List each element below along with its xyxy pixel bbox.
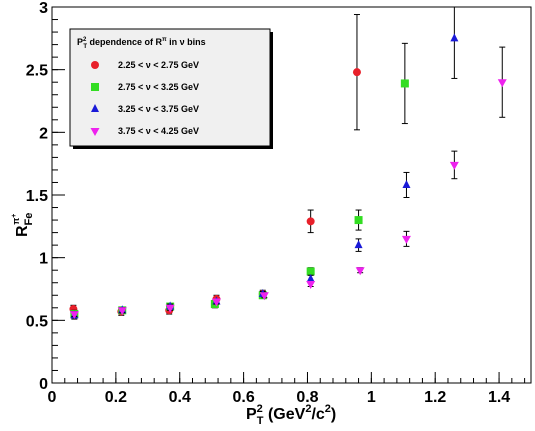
data-point [497,79,507,88]
data-point [306,217,315,226]
legend-marker [90,128,100,136]
y-axis-title: RFeπ+ [11,213,35,237]
data-point [117,307,127,316]
x-tick-label: 1 [367,389,376,406]
data-point [401,235,411,244]
legend: P2 T dependence of Rπ in ν bins 2.25 < ν … [69,28,273,149]
x-tick-label: 0.8 [296,389,318,406]
y-tick-label: 2 [39,125,48,142]
x-tick-label: 0.6 [232,389,254,406]
legend-marker [91,83,99,91]
legend-marker [91,104,99,112]
legend-marker [91,61,99,69]
y-tick-label: 1.5 [26,188,48,205]
data-point [449,161,459,170]
x-tick-label: 1.4 [488,389,510,406]
data-point [355,267,365,276]
x-axis-title: P2 T (GeV2/c2) [246,403,336,427]
y-tick-label: 0.5 [26,313,48,330]
data-point [402,179,411,188]
legend-entry-label: 3.75 < ν < 4.25 GeV [118,126,199,136]
legend-entry-label: 3.25 < ν < 3.75 GeV [118,104,199,114]
x-tick-label: 0.4 [169,389,191,406]
data-point [306,280,316,289]
x-tick-label: 0 [48,389,57,406]
y-axis: 0 0.5 1 1.5 2 2.5 3 [26,0,65,393]
data-point [306,267,315,276]
data-point [352,68,361,77]
data-point [450,33,459,42]
x-tick-label: 1.2 [424,389,446,406]
data-point [306,273,315,282]
data-point [165,304,175,313]
data-point [354,216,363,225]
y-tick-label: 1 [39,251,48,268]
x-tick-label: 0.2 [105,389,127,406]
data-point [69,311,79,320]
y-tick-label: 2.5 [26,63,48,80]
y-tick-label: 3 [39,0,48,17]
data-point [400,79,409,88]
series-4 [69,46,507,320]
x-axis: 0 0.2 0.4 0.6 0.8 1 1.2 1.4 [48,372,526,406]
legend-title: P2 T dependence of Rπ in ν bins [77,37,206,50]
y-tick-label: 0 [39,376,48,393]
legend-entry-label: 2.25 < ν < 2.75 GeV [118,60,199,70]
data-point [354,240,363,249]
legend-box [69,28,271,147]
svg-text:RFeπ+: RFeπ+ [11,213,35,237]
data-point [211,298,221,307]
data-point [259,292,269,301]
svg-text:P2T (GeV2/c2): P2 T (GeV2/c2) [246,403,336,427]
legend-entry-label: 2.75 < ν < 3.25 GeV [118,82,199,92]
data-series [69,7,507,320]
